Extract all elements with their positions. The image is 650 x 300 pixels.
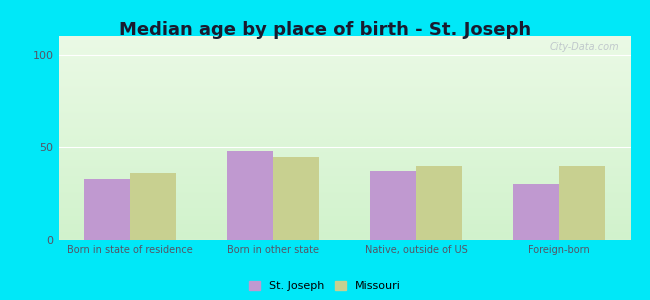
Bar: [559, 166, 604, 240]
Text: City-Data.com: City-Data.com: [549, 42, 619, 52]
Legend: St. Joseph, Missouri: St. Joseph, Missouri: [249, 281, 401, 291]
Bar: [84, 179, 130, 240]
Text: Median age by place of birth - St. Joseph: Median age by place of birth - St. Josep…: [119, 21, 531, 39]
Bar: [514, 184, 559, 240]
Bar: [130, 173, 176, 240]
Bar: [273, 157, 318, 240]
Bar: [416, 166, 462, 240]
Bar: [227, 151, 273, 240]
Bar: [370, 171, 416, 240]
